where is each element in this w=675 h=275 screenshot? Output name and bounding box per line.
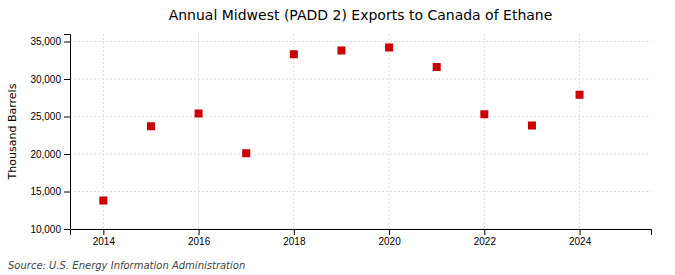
tick-label: 10,000 (30, 224, 61, 235)
chart: 2014 2016 2018 2020 2022 2024 10,000 15,000 20,0… (0, 0, 675, 275)
grid-line (198, 34, 199, 229)
tick-mark (580, 229, 581, 235)
annotation: Source: U.S. Energy Information Administ… (8, 260, 245, 271)
tick: 30,000 (30, 74, 70, 85)
point (385, 44, 393, 52)
tick: 2020 (378, 229, 401, 247)
tick-mark (294, 229, 295, 235)
tick: 20,000 (30, 149, 70, 160)
point (290, 50, 298, 58)
grid-line (70, 154, 651, 155)
tick-label: 2016 (188, 236, 211, 247)
tick: 2018 (283, 229, 306, 247)
tick-label: 2020 (378, 236, 401, 247)
grid-line (70, 41, 651, 42)
tick-mark (64, 229, 70, 230)
y-axis-title: Thousand Barrels (6, 83, 19, 180)
tick-mark (64, 192, 70, 193)
tick-label: 20,000 (30, 149, 61, 160)
tick-label: 2018 (283, 236, 306, 247)
grid-line (70, 116, 651, 117)
tick-label: 2024 (569, 236, 592, 247)
tick-mark (389, 229, 390, 235)
y-axis: 10,000 15,000 20,000 25,000 30,000 35,000 (30, 35, 70, 235)
tick-mark (64, 79, 70, 80)
grid-line (389, 34, 390, 229)
tick-label: 2014 (93, 236, 116, 247)
tick: 2016 (188, 229, 211, 247)
grid-line (579, 34, 580, 229)
grid-line (484, 34, 485, 229)
tick: 15,000 (30, 186, 70, 197)
tick-mark (64, 154, 70, 155)
tick-label: 35,000 (30, 36, 61, 47)
tick-mark (103, 229, 104, 235)
title: Annual Midwest (PADD 2) Exports to Canad… (169, 7, 553, 23)
grid-line (70, 79, 651, 80)
tick: 10,000 (30, 224, 70, 235)
tick: 2024 (569, 229, 592, 247)
tick-label: 2022 (474, 236, 497, 247)
x-axis-line (71, 230, 652, 236)
tick: 35,000 (30, 36, 70, 47)
points (99, 44, 583, 205)
point (195, 110, 203, 118)
tick-label: 30,000 (30, 74, 61, 85)
x-axis: 2014 2016 2018 2020 2022 2024 (71, 229, 652, 247)
grid-line (293, 34, 294, 229)
grid-line (70, 191, 651, 192)
point (337, 47, 345, 55)
tick: 25,000 (30, 111, 70, 122)
tick: 2022 (474, 229, 497, 247)
point (99, 197, 107, 205)
tick-label: 25,000 (30, 111, 61, 122)
plot: 2014 2016 2018 2020 2022 2024 10,000 15,000 20,0… (30, 34, 651, 247)
point (147, 122, 155, 130)
tick-mark (199, 229, 200, 235)
tick-mark (64, 117, 70, 118)
tick-mark (64, 42, 70, 43)
point (576, 91, 584, 99)
point (528, 122, 536, 130)
y-axis-line (64, 35, 71, 230)
point (242, 149, 250, 157)
tick: 2014 (93, 229, 116, 247)
tick-label: 15,000 (30, 186, 61, 197)
tick-mark (484, 229, 485, 235)
point (433, 63, 441, 71)
grid (70, 34, 651, 229)
point (480, 110, 488, 118)
